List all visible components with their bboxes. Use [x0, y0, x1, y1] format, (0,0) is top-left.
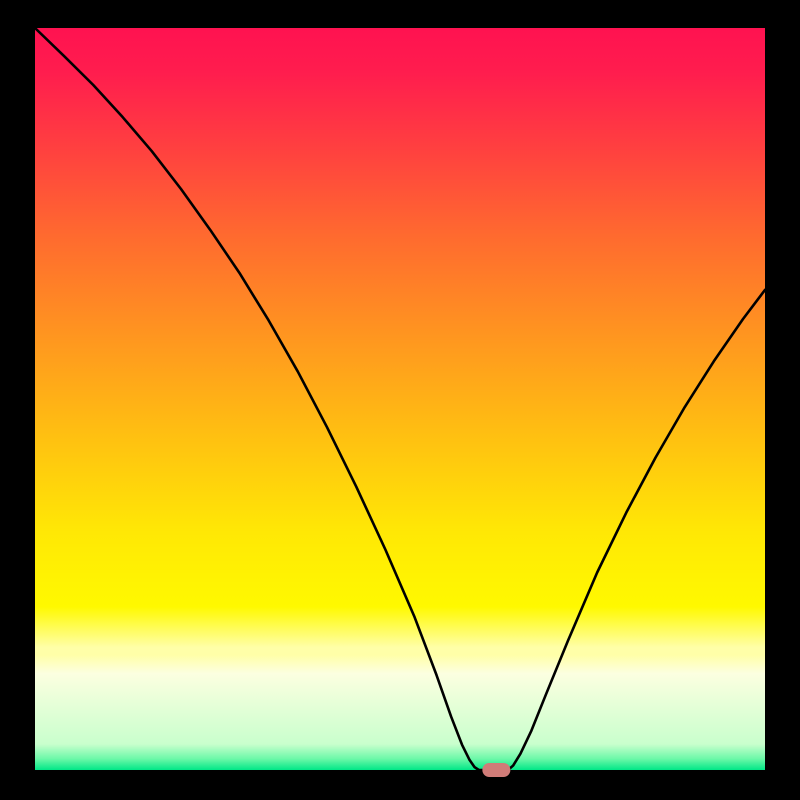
optimum-marker — [482, 763, 510, 777]
plot-background — [35, 28, 765, 770]
chart-frame: TheBottleneck.com — [0, 0, 800, 800]
bottleneck-chart — [0, 0, 800, 800]
